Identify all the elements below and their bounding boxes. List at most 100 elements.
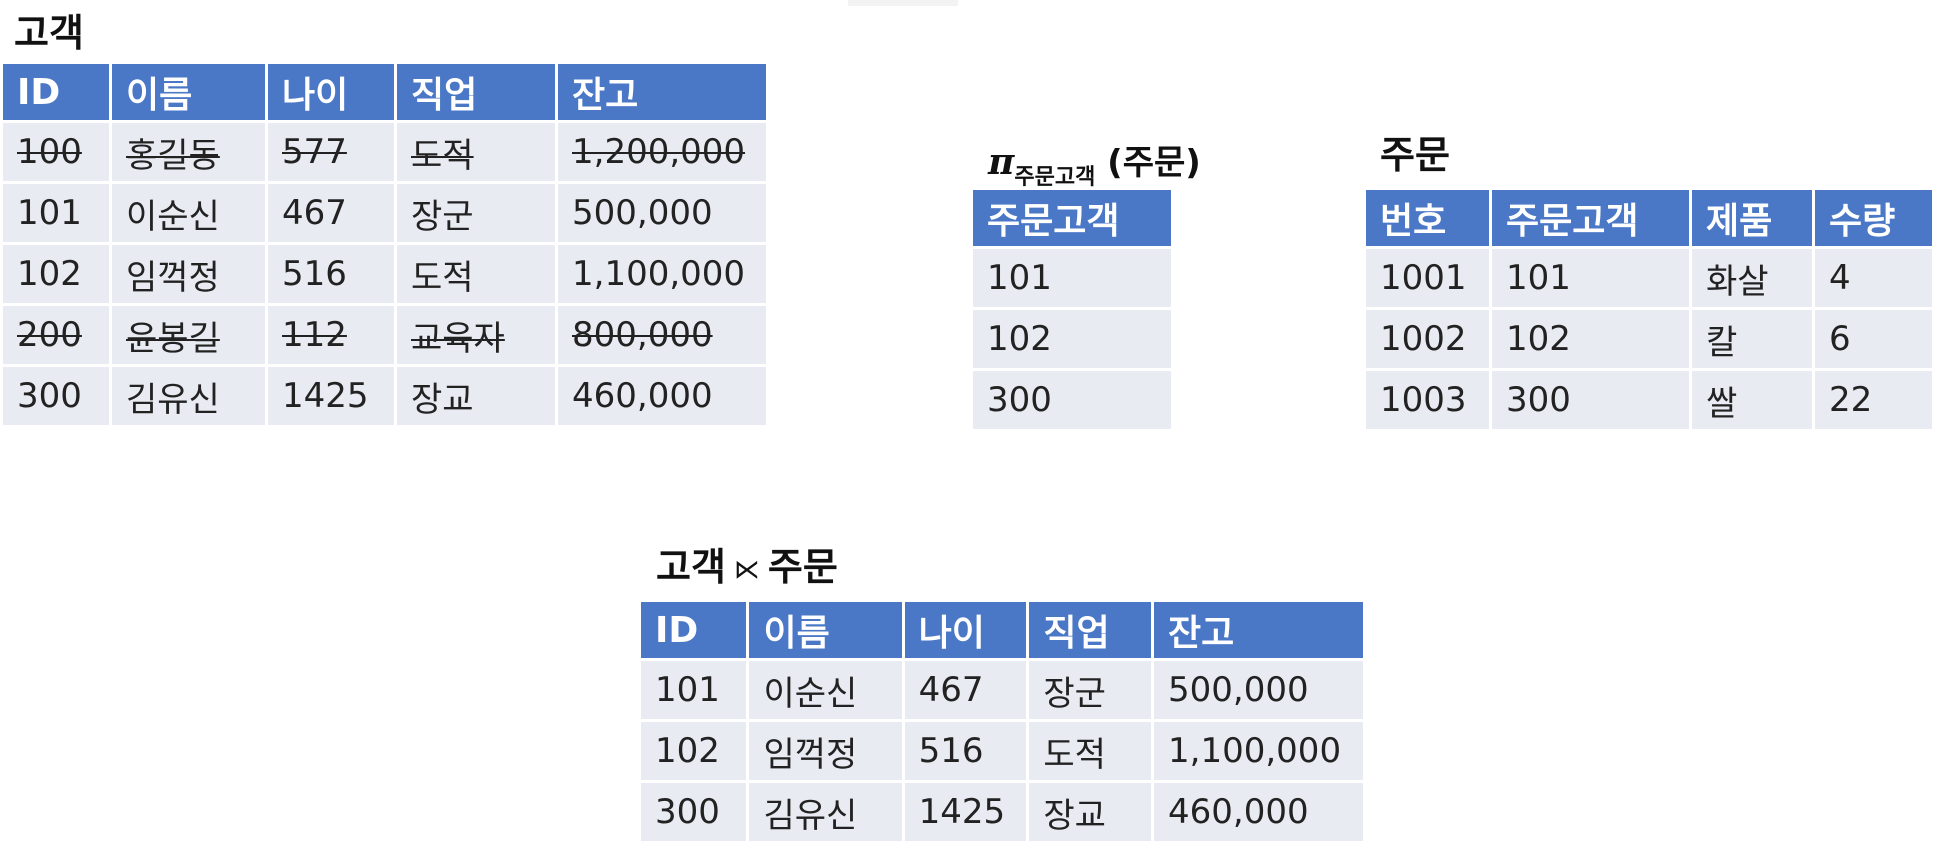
table-cell: 도적 [1029,722,1152,780]
table-cell: 장군 [1029,661,1152,719]
table-cell: 이순신 [749,661,902,719]
table-cell: 교육자 [397,306,555,364]
projection-attribute: 주문고객 [1014,165,1096,190]
column-header: 잔고 [1154,602,1363,658]
column-header: 주문고객 [973,190,1171,246]
table-cell: 516 [268,245,394,303]
semijoin-right-relation: 주문 [767,545,838,589]
table-cell: 300 [3,367,109,425]
table-cell: 1,100,000 [1154,722,1363,780]
column-header: 이름 [112,64,265,120]
table-cell: 1001 [1366,249,1489,307]
header-row: ID 이름 나이 직업 잔고 [641,602,1363,658]
column-header: 제품 [1692,190,1812,246]
semijoin-table-title: 고객 ⋉ 주문 [656,548,838,586]
table-cell: 1425 [268,367,394,425]
customer-table-title: 고객 [14,11,84,55]
table-cell: 300 [1492,371,1689,429]
header-row: ID 이름 나이 직업 잔고 [3,64,766,120]
orders-table-title: 주문 [1380,133,1450,177]
table-cell: 김유신 [112,367,265,425]
table-cell: 516 [904,722,1027,780]
pi-symbol: π [988,141,1015,183]
table-cell: 460,000 [1154,783,1363,841]
orders-table: 번호 주문고객 제품 수량 1001 101 화살 4 1002 102 칼 6 1003 300 쌀 22 [1363,187,1935,432]
table-row: 102 임꺽정 516 도적 1,100,000 [3,245,766,303]
table-cell: 102 [973,310,1171,368]
column-header: 직업 [1029,602,1152,658]
projection-relation: (주문) [1107,143,1201,183]
table-cell: 홍길동 [112,123,265,181]
table-cell: 101 [3,184,109,242]
column-header: 나이 [904,602,1027,658]
header-row: 번호 주문고객 제품 수량 [1366,190,1932,246]
table-row: 101 이순신 467 장군 500,000 [641,661,1363,719]
table-cell: 도적 [397,123,555,181]
column-header: 번호 [1366,190,1489,246]
table-row: 102 임꺽정 516 도적 1,100,000 [641,722,1363,780]
table-cell: 102 [3,245,109,303]
table-cell: 1,200,000 [558,123,766,181]
table-row: 102 [973,310,1171,368]
table-row: 300 김유신 1425 장교 460,000 [3,367,766,425]
table-cell: 101 [641,661,747,719]
table-cell: 1003 [1366,371,1489,429]
top-divider [848,0,958,6]
table-row-struck: 100 홍길동 577 도적 1,200,000 [3,123,766,181]
table-cell: 112 [268,306,394,364]
table-cell: 102 [641,722,747,780]
table-cell: 장군 [397,184,555,242]
table-cell: 22 [1815,371,1932,429]
table-cell: 1425 [904,783,1027,841]
table-cell: 칼 [1692,310,1812,368]
table-cell: 쌀 [1692,371,1812,429]
semijoin-result-table: ID 이름 나이 직업 잔고 101 이순신 467 장군 500,000 102 임꺽정 516 도적… [638,599,1366,844]
column-header: 잔고 [558,64,766,120]
table-cell: 100 [3,123,109,181]
table-cell: 장교 [397,367,555,425]
table-cell: 임꺽정 [749,722,902,780]
table-cell: 101 [973,249,1171,307]
table-cell: 김유신 [749,783,902,841]
table-cell: 500,000 [1154,661,1363,719]
table-cell: 4 [1815,249,1932,307]
table-cell: 이순신 [112,184,265,242]
projection-table: 주문고객 101 102 300 [970,187,1174,432]
semijoin-operator: ⋉ [733,555,760,585]
table-cell: 6 [1815,310,1932,368]
header-row: 주문고객 [973,190,1171,246]
table-cell: 467 [268,184,394,242]
table-cell: 460,000 [558,367,766,425]
table-cell: 임꺽정 [112,245,265,303]
table-row: 101 [973,249,1171,307]
table-row: 1001 101 화살 4 [1366,249,1932,307]
column-header: 직업 [397,64,555,120]
table-row: 300 [973,371,1171,429]
table-cell: 도적 [397,245,555,303]
column-header: ID [641,602,747,658]
column-header: 수량 [1815,190,1932,246]
table-cell: 500,000 [558,184,766,242]
table-cell: 윤봉길 [112,306,265,364]
table-cell: 101 [1492,249,1689,307]
column-header: ID [3,64,109,120]
customer-table: ID 이름 나이 직업 잔고 100 홍길동 577 도적 1,200,000 101 이순신 467… [0,61,769,428]
table-cell: 1002 [1366,310,1489,368]
column-header: 나이 [268,64,394,120]
table-cell: 화살 [1692,249,1812,307]
table-cell: 1,100,000 [558,245,766,303]
table-cell: 200 [3,306,109,364]
column-header: 이름 [749,602,902,658]
table-cell: 577 [268,123,394,181]
projection-table-title: π주문고객 (주문) [988,144,1201,189]
semijoin-left-relation: 고객 [656,545,726,589]
table-cell: 102 [1492,310,1689,368]
table-cell: 467 [904,661,1027,719]
table-row: 300 김유신 1425 장교 460,000 [641,783,1363,841]
table-cell: 장교 [1029,783,1152,841]
column-header: 주문고객 [1492,190,1689,246]
table-row: 1002 102 칼 6 [1366,310,1932,368]
table-cell: 800,000 [558,306,766,364]
table-row: 1003 300 쌀 22 [1366,371,1932,429]
table-cell: 300 [973,371,1171,429]
